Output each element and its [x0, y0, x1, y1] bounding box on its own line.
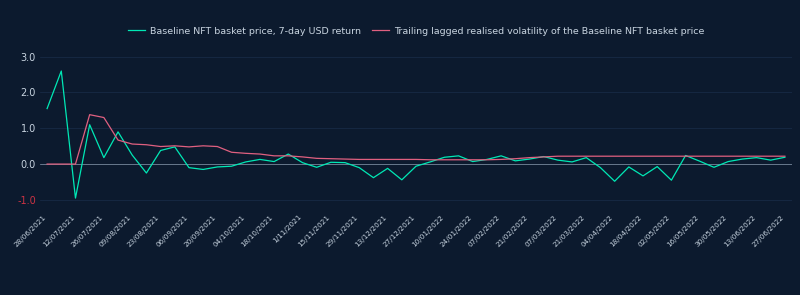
- Trailing lagged realised volatility of the Baseline NFT basket price: [496, 158, 506, 161]
- Baseline NFT basket price, 7-day USD return: [270, 160, 279, 163]
- Trailing lagged realised volatility of the Baseline NFT basket price: [780, 154, 790, 158]
- Baseline NFT basket price, 7-day USD return: [780, 155, 790, 159]
- Line: Baseline NFT basket price, 7-day USD return: Baseline NFT basket price, 7-day USD ret…: [47, 71, 785, 198]
- Baseline NFT basket price, 7-day USD return: [42, 107, 52, 110]
- Trailing lagged realised volatility of the Baseline NFT basket price: [482, 158, 492, 162]
- Baseline NFT basket price, 7-day USD return: [496, 154, 506, 158]
- Baseline NFT basket price, 7-day USD return: [539, 155, 549, 158]
- Baseline NFT basket price, 7-day USD return: [70, 196, 80, 200]
- Baseline NFT basket price, 7-day USD return: [638, 174, 648, 178]
- Trailing lagged realised volatility of the Baseline NFT basket price: [525, 156, 534, 159]
- Line: Trailing lagged realised volatility of the Baseline NFT basket price: Trailing lagged realised volatility of t…: [47, 115, 785, 164]
- Trailing lagged realised volatility of the Baseline NFT basket price: [709, 154, 718, 158]
- Baseline NFT basket price, 7-day USD return: [510, 159, 520, 163]
- Legend: Baseline NFT basket price, 7-day USD return, Trailing lagged realised volatility: Baseline NFT basket price, 7-day USD ret…: [124, 23, 708, 39]
- Baseline NFT basket price, 7-day USD return: [553, 158, 562, 162]
- Trailing lagged realised volatility of the Baseline NFT basket price: [255, 152, 265, 156]
- Trailing lagged realised volatility of the Baseline NFT basket price: [42, 162, 52, 166]
- Baseline NFT basket price, 7-day USD return: [57, 69, 66, 73]
- Trailing lagged realised volatility of the Baseline NFT basket price: [624, 154, 634, 158]
- Trailing lagged realised volatility of the Baseline NFT basket price: [85, 113, 94, 117]
